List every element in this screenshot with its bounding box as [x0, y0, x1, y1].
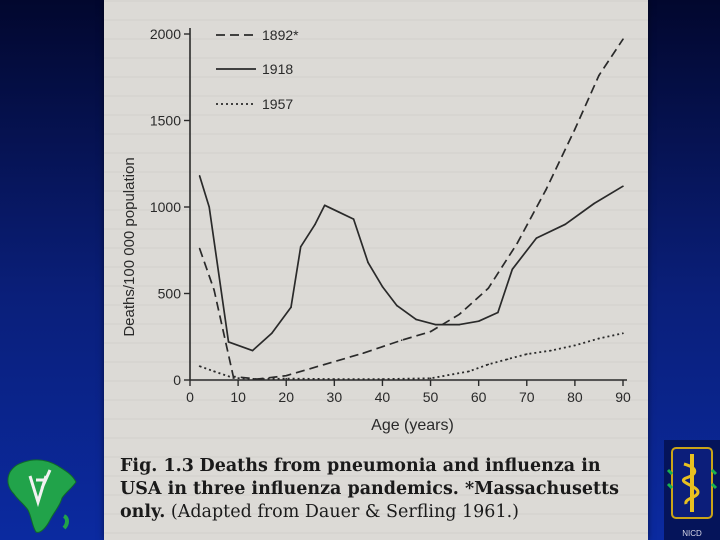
x-tick-label: 10	[230, 389, 246, 405]
data-point-1918	[323, 204, 326, 207]
series-line-1918	[198, 175, 624, 352]
data-point-1957	[232, 377, 235, 379]
data-point-1918	[564, 223, 567, 226]
data-point-1892	[622, 38, 624, 40]
data-point-1918	[290, 306, 292, 309]
data-point-1918	[227, 341, 230, 343]
data-point-1918	[396, 304, 398, 307]
data-point-1918	[299, 245, 302, 248]
data-point-1957	[598, 337, 600, 340]
data-point-1957	[468, 370, 470, 373]
data-point-1957	[506, 358, 509, 361]
data-point-1918	[381, 285, 384, 288]
data-point-1918	[593, 202, 595, 205]
data-point-1892	[400, 339, 403, 342]
data-point-1918	[535, 237, 538, 239]
data-point-1892	[598, 74, 600, 77]
series-line-1892	[198, 38, 624, 380]
data-point-1892	[429, 330, 432, 333]
data-point-1957	[285, 377, 288, 380]
data-point-1957	[429, 377, 432, 380]
y-axis-label: Deaths/100 000 population	[121, 157, 138, 336]
data-point-1918	[434, 323, 437, 326]
x-tick-label: 0	[186, 389, 194, 405]
legend-label: 1918	[262, 61, 293, 77]
data-point-1892	[516, 242, 518, 245]
data-point-1957	[198, 365, 201, 367]
data-point-1957	[622, 332, 624, 335]
caption-text: Deaths from pneumonia and influenza in U…	[120, 456, 620, 522]
data-point-1918	[477, 320, 480, 322]
data-point-1918	[314, 223, 316, 226]
y-tick-label: 0	[173, 372, 181, 388]
y-tick-label: 2000	[150, 26, 181, 42]
data-point-1892	[213, 289, 215, 291]
data-point-1918	[352, 218, 355, 220]
data-point-1892	[323, 363, 326, 366]
data-point-1957	[574, 344, 576, 347]
nicd-label: NICD	[682, 529, 702, 538]
data-point-1892	[487, 287, 490, 290]
data-point-1892	[545, 188, 547, 191]
data-point-1957	[256, 378, 259, 380]
chart: 0 500 1000 1500 2000 0 10 20 30 40 50 60 70 80 90 Age (…	[121, 26, 631, 434]
x-tick-label: 90	[615, 389, 631, 405]
y-tick-label: 500	[158, 286, 182, 302]
x-tick-label: 50	[423, 389, 439, 405]
data-point-1918	[251, 349, 254, 352]
data-point-1957	[213, 370, 215, 373]
scanned-figure-page	[104, 0, 648, 540]
data-point-1892	[198, 247, 201, 250]
y-tick-label: 1000	[150, 199, 181, 215]
data-point-1918	[458, 323, 461, 326]
data-point-1892	[285, 374, 288, 377]
x-tick-label: 30	[327, 389, 343, 405]
data-point-1918	[338, 211, 340, 213]
x-tick-label: 20	[278, 389, 294, 405]
nicd-logo: NICD	[664, 440, 720, 540]
data-point-1957	[550, 349, 552, 352]
data-point-1918	[270, 332, 273, 335]
data-point-1957	[333, 378, 336, 380]
data-point-1892	[574, 128, 576, 130]
y-tick-label: 1500	[150, 113, 181, 129]
staff-of-asclepius-icon	[666, 447, 718, 519]
data-point-1918	[622, 185, 624, 188]
x-tick-label: 70	[519, 389, 535, 405]
data-point-1957	[487, 363, 490, 366]
data-point-1918	[497, 311, 499, 314]
data-point-1957	[525, 353, 528, 355]
data-point-1892	[362, 352, 365, 354]
data-point-1918	[511, 268, 514, 271]
data-point-1892	[232, 375, 235, 378]
data-point-1918	[198, 175, 201, 177]
caption-source: (Adapted from Dauer & Serfling 1961.)	[170, 502, 519, 522]
data-point-1892	[458, 313, 461, 316]
africa-logo-icon	[7, 459, 77, 533]
legend-label: 1892*	[262, 27, 299, 43]
data-point-1918	[208, 206, 211, 208]
caption-fig-label: Fig. 1.3	[120, 456, 194, 476]
x-tick-label: 60	[471, 389, 487, 405]
data-point-1918	[367, 261, 369, 264]
x-tick-label: 40	[375, 389, 391, 405]
data-point-1957	[381, 378, 384, 380]
x-tick-label: 80	[567, 389, 583, 405]
data-point-1918	[415, 318, 417, 321]
x-axis-label: Age (years)	[371, 417, 454, 434]
figure-caption: Fig. 1.3 Deaths from pneumonia and influ…	[120, 455, 640, 524]
legend-label: 1957	[262, 96, 293, 112]
